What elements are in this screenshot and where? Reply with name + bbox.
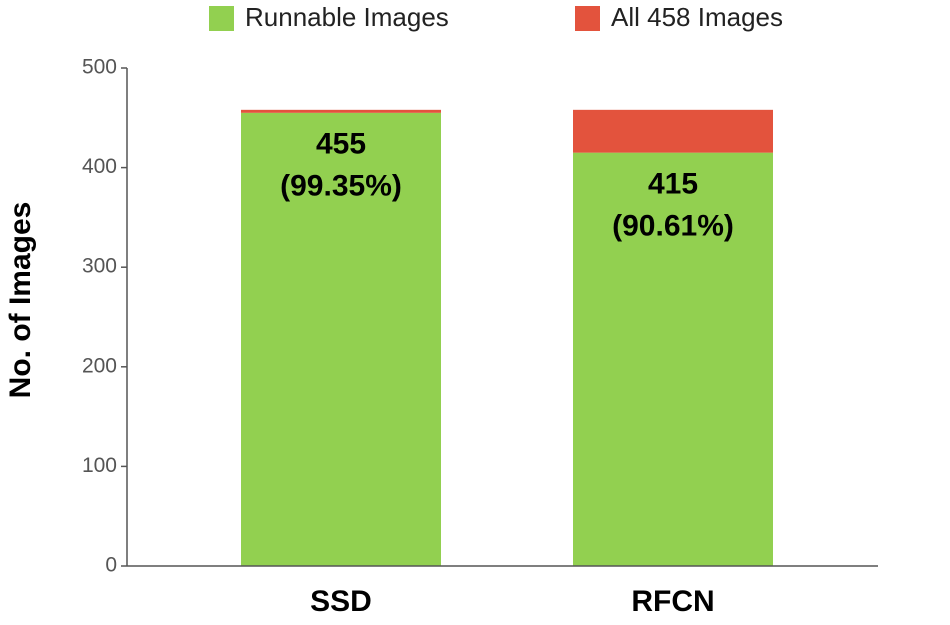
bar-segment [241,112,441,566]
legend-label: All 458 Images [611,2,783,32]
data-label: (90.61%) [612,210,734,243]
bar-segment [573,109,773,153]
data-label: (99.35%) [280,170,402,203]
legend-label: Runnable Images [245,2,449,32]
y-tick-label: 400 [82,155,117,178]
legend-swatch [209,6,234,31]
y-tick-label: 0 [105,554,117,577]
y-tick-label: 500 [82,56,117,79]
data-label: 415 [648,168,698,201]
bar-segment [573,152,773,566]
y-tick-label: 100 [82,454,117,477]
y-tick-label: 200 [82,354,117,377]
legend-swatch [575,6,600,31]
y-tick-label: 300 [82,255,117,278]
x-tick-label: SSD [310,585,372,618]
bar-segment [241,109,441,113]
data-label: 455 [316,128,366,161]
x-tick-label: RFCN [631,585,714,618]
y-axis-label: No. of Images [4,202,37,399]
